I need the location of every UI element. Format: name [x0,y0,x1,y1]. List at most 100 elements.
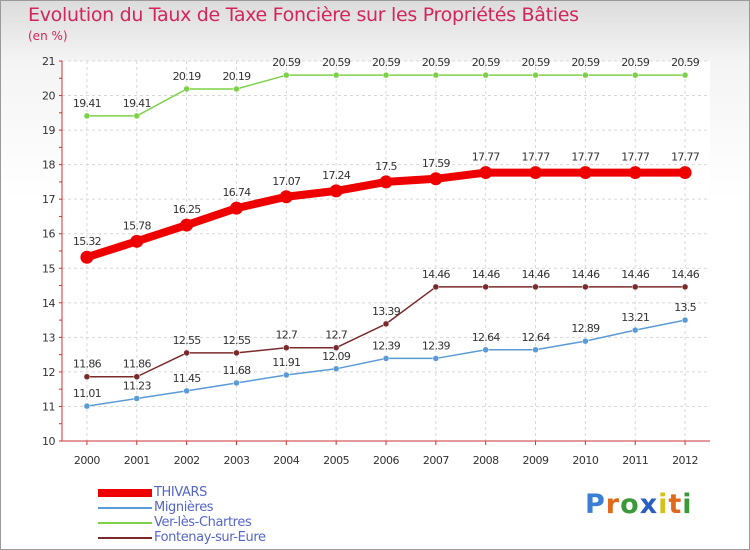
y-tick-label: 21 [42,55,55,68]
data-label-ver-l-s-chartres: 20.59 [272,56,301,69]
data-point-fontenay-sur-eure [183,349,190,357]
data-label-fontenay-sur-eure: 11.86 [123,358,152,371]
data-label-ver-l-s-chartres: 20.59 [671,56,700,69]
data-label-thivars: 17.77 [571,151,600,164]
data-label-migni-res: 11.91 [272,356,300,369]
data-label-thivars: 16.25 [173,203,202,216]
data-label-thivars: 15.78 [123,219,152,232]
data-label-fontenay-sur-eure: 14.46 [472,268,501,281]
data-label-fontenay-sur-eure: 14.46 [671,268,700,281]
data-label-fontenay-sur-eure: 14.46 [621,268,650,281]
data-label-fontenay-sur-eure: 12.55 [222,334,251,347]
data-point-ver-l-s-chartres [631,71,639,79]
data-label-thivars: 17.07 [272,175,301,188]
data-point-fontenay-sur-eure [631,283,639,291]
data-point-fontenay-sur-eure [532,283,539,291]
data-point-ver-l-s-chartres [183,85,190,93]
legend-item-fontenay-sur-eure: Fontenay-sur-Eure [98,530,398,546]
data-label-thivars: 17.77 [671,151,700,164]
data-point-ver-l-s-chartres [482,71,489,79]
data-label-migni-res: 12.64 [472,331,501,344]
data-point-migni-res [283,371,290,379]
y-tick-label: 13 [42,331,55,344]
legend-swatch [98,507,152,509]
chart-subtitle: (en %) [28,29,68,43]
data-label-ver-l-s-chartres: 20.59 [372,56,401,69]
x-tick-label: 2007 [423,454,449,467]
logo-letter: P [585,489,606,520]
data-label-thivars: 16.74 [222,186,251,199]
x-tick-label: 2008 [473,454,499,467]
data-point-ver-l-s-chartres [332,71,340,79]
data-point-thivars [479,166,493,180]
data-point-thivars [80,250,94,264]
data-point-thivars [329,184,343,198]
y-tick-label: 16 [42,228,55,241]
data-label-ver-l-s-chartres: 20.59 [322,56,351,69]
data-point-fontenay-sur-eure [83,373,91,380]
data-label-migni-res: 12.39 [422,339,451,352]
y-tick-label: 11 [42,400,55,413]
y-tick-label: 10 [42,435,55,448]
chart-legend: THIVARS Mignières Ver-lès-Chartres Fontenay… [98,485,398,546]
x-tick-label: 2010 [572,454,598,467]
data-point-ver-l-s-chartres [582,71,589,79]
legend-item-migni-res: Mignières [98,500,398,516]
data-label-ver-l-s-chartres: 19.41 [123,97,151,110]
data-point-fontenay-sur-eure [233,349,240,357]
data-point-fontenay-sur-eure [332,344,340,351]
data-point-migni-res [83,402,91,410]
y-tick-label: 12 [42,366,55,379]
x-tick-label: 2006 [373,454,399,467]
data-label-thivars: 17.59 [422,157,451,170]
data-point-ver-l-s-chartres [83,112,91,120]
data-point-fontenay-sur-eure [482,283,489,291]
data-point-fontenay-sur-eure [681,283,689,291]
data-point-migni-res [532,346,539,354]
data-label-ver-l-s-chartres: 20.59 [472,56,501,69]
logo-letter: i [682,489,693,520]
data-label-fontenay-sur-eure: 14.46 [571,268,600,281]
data-point-ver-l-s-chartres [681,71,689,79]
data-label-migni-res: 11.68 [222,364,251,377]
legend-item-thivars: THIVARS [98,485,398,501]
data-label-migni-res: 12.64 [522,331,551,344]
data-point-migni-res [382,355,390,362]
data-point-thivars [429,172,443,186]
data-label-migni-res: 11.45 [173,372,202,385]
data-label-fontenay-sur-eure: 14.46 [422,268,451,281]
data-point-migni-res [133,395,141,402]
data-point-thivars [529,166,543,180]
data-point-migni-res [183,387,190,395]
y-tick-label: 15 [42,262,55,275]
data-point-migni-res [233,379,240,387]
proxiti-logo: Proxiti [585,489,693,520]
data-point-migni-res [631,326,639,334]
data-point-thivars [279,190,293,204]
data-point-ver-l-s-chartres [133,112,141,120]
x-tick-label: 2003 [223,454,249,467]
x-tick-label: 2004 [273,454,299,467]
x-tick-label: 2012 [672,454,698,467]
data-label-ver-l-s-chartres: 20.19 [173,70,202,83]
y-tick-label: 18 [42,159,55,172]
data-label-migni-res: 13.5 [674,301,696,314]
x-tick-label: 2011 [622,454,648,467]
data-point-ver-l-s-chartres [233,85,240,93]
data-point-migni-res [582,337,589,345]
data-point-ver-l-s-chartres [532,71,539,79]
data-label-migni-res: 12.09 [322,350,351,363]
data-point-thivars [379,175,393,189]
data-point-fontenay-sur-eure [432,283,440,291]
logo-letter: r [605,489,621,520]
data-label-migni-res: 12.89 [571,322,600,335]
y-tick-label: 14 [42,297,55,310]
data-point-ver-l-s-chartres [432,71,440,79]
data-point-thivars [130,234,144,248]
logo-letter: t [668,489,683,520]
y-tick-label: 20 [42,90,55,103]
data-point-thivars [229,201,243,215]
legend-label: THIVARS [154,485,207,500]
data-point-ver-l-s-chartres [382,71,390,79]
